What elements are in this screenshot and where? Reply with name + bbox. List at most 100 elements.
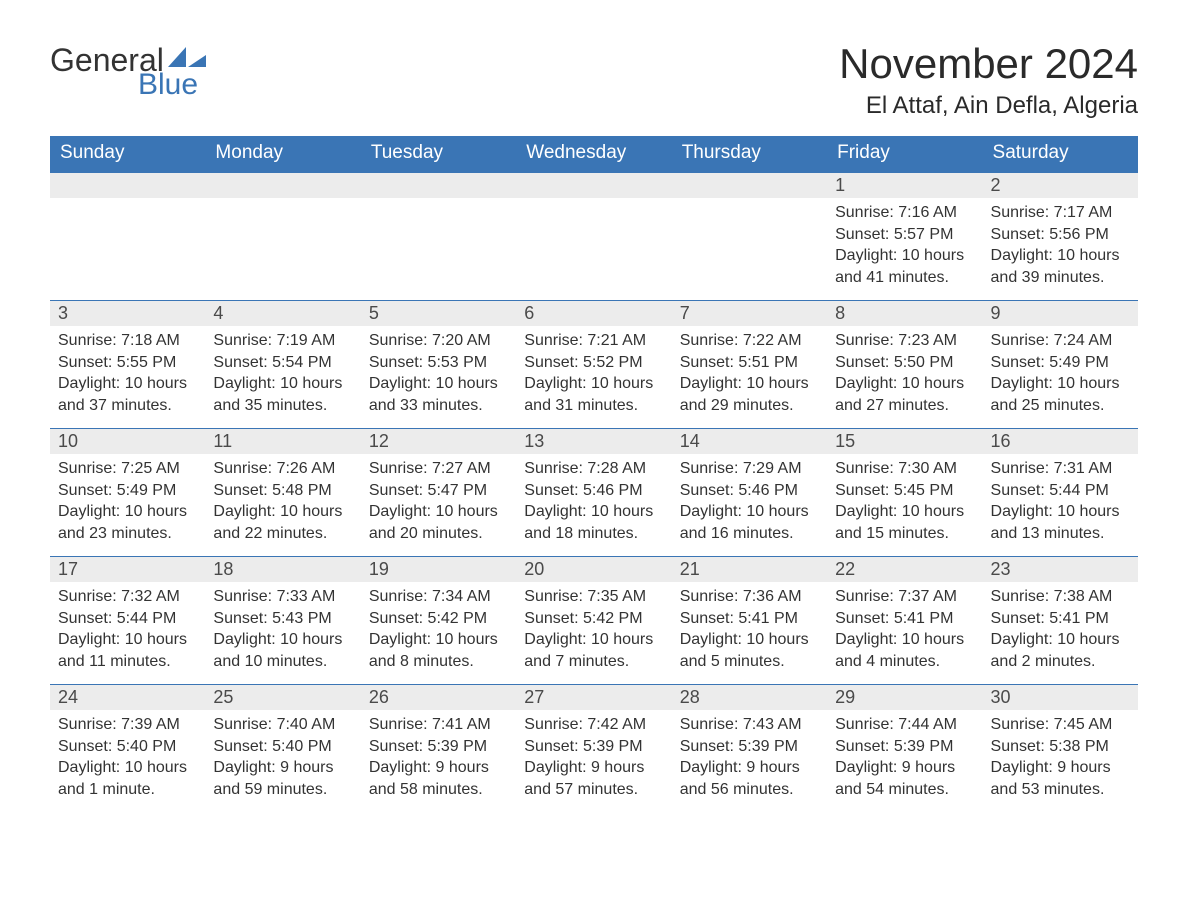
daylight-line: Daylight: 10 hours and 18 minutes. (524, 501, 663, 544)
sunrise-line: Sunrise: 7:25 AM (58, 458, 197, 480)
daylight-line: Daylight: 10 hours and 41 minutes. (835, 245, 974, 288)
calendar-day-cell: 7Sunrise: 7:22 AMSunset: 5:51 PMDaylight… (672, 300, 827, 428)
day-body: Sunrise: 7:43 AMSunset: 5:39 PMDaylight:… (672, 710, 827, 806)
sunset-line: Sunset: 5:41 PM (991, 608, 1130, 630)
sunset-line: Sunset: 5:57 PM (835, 224, 974, 246)
calendar-week-row: 3Sunrise: 7:18 AMSunset: 5:55 PMDaylight… (50, 300, 1138, 428)
weekday-header: Tuesday (361, 136, 516, 172)
sunset-line: Sunset: 5:54 PM (213, 352, 352, 374)
day-number: 28 (672, 684, 827, 710)
title-block: November 2024 El Attaf, Ain Defla, Alger… (839, 40, 1138, 130)
sunset-line: Sunset: 5:39 PM (680, 736, 819, 758)
day-body: Sunrise: 7:23 AMSunset: 5:50 PMDaylight:… (827, 326, 982, 422)
weekday-header: Wednesday (516, 136, 671, 172)
day-number: 14 (672, 428, 827, 454)
day-number: 26 (361, 684, 516, 710)
sunset-line: Sunset: 5:44 PM (991, 480, 1130, 502)
weekday-header: Saturday (983, 136, 1138, 172)
daylight-line: Daylight: 10 hours and 1 minute. (58, 757, 197, 800)
sunrise-line: Sunrise: 7:38 AM (991, 586, 1130, 608)
daylight-line: Daylight: 10 hours and 22 minutes. (213, 501, 352, 544)
calendar-day-cell: 1Sunrise: 7:16 AMSunset: 5:57 PMDaylight… (827, 172, 982, 300)
daylight-line: Daylight: 10 hours and 20 minutes. (369, 501, 508, 544)
sunrise-line: Sunrise: 7:43 AM (680, 714, 819, 736)
day-body: Sunrise: 7:27 AMSunset: 5:47 PMDaylight:… (361, 454, 516, 550)
day-body: Sunrise: 7:25 AMSunset: 5:49 PMDaylight:… (50, 454, 205, 550)
sunrise-line: Sunrise: 7:19 AM (213, 330, 352, 352)
sunset-line: Sunset: 5:38 PM (991, 736, 1130, 758)
day-number: 7 (672, 300, 827, 326)
sunset-line: Sunset: 5:49 PM (991, 352, 1130, 374)
sunrise-line: Sunrise: 7:34 AM (369, 586, 508, 608)
day-body: Sunrise: 7:33 AMSunset: 5:43 PMDaylight:… (205, 582, 360, 678)
sunset-line: Sunset: 5:39 PM (369, 736, 508, 758)
calendar-day-cell: 25Sunrise: 7:40 AMSunset: 5:40 PMDayligh… (205, 684, 360, 812)
weekday-header-row: SundayMondayTuesdayWednesdayThursdayFrid… (50, 136, 1138, 172)
sunset-line: Sunset: 5:43 PM (213, 608, 352, 630)
day-body: Sunrise: 7:26 AMSunset: 5:48 PMDaylight:… (205, 454, 360, 550)
logo: General Blue (50, 40, 206, 100)
calendar-day-cell: 19Sunrise: 7:34 AMSunset: 5:42 PMDayligh… (361, 556, 516, 684)
day-number: 2 (983, 172, 1138, 198)
daylight-line: Daylight: 10 hours and 35 minutes. (213, 373, 352, 416)
day-body: Sunrise: 7:31 AMSunset: 5:44 PMDaylight:… (983, 454, 1138, 550)
calendar-week-row: 10Sunrise: 7:25 AMSunset: 5:49 PMDayligh… (50, 428, 1138, 556)
calendar-day-cell: 30Sunrise: 7:45 AMSunset: 5:38 PMDayligh… (983, 684, 1138, 812)
day-number: 13 (516, 428, 671, 454)
day-number: 9 (983, 300, 1138, 326)
calendar-day-cell: 20Sunrise: 7:35 AMSunset: 5:42 PMDayligh… (516, 556, 671, 684)
day-number: 3 (50, 300, 205, 326)
daylight-line: Daylight: 9 hours and 56 minutes. (680, 757, 819, 800)
day-body: Sunrise: 7:18 AMSunset: 5:55 PMDaylight:… (50, 326, 205, 422)
daylight-line: Daylight: 9 hours and 58 minutes. (369, 757, 508, 800)
sunrise-line: Sunrise: 7:42 AM (524, 714, 663, 736)
calendar-day-cell: 5Sunrise: 7:20 AMSunset: 5:53 PMDaylight… (361, 300, 516, 428)
calendar-day-cell: 24Sunrise: 7:39 AMSunset: 5:40 PMDayligh… (50, 684, 205, 812)
calendar-week-row: 1Sunrise: 7:16 AMSunset: 5:57 PMDaylight… (50, 172, 1138, 300)
daylight-line: Daylight: 10 hours and 31 minutes. (524, 373, 663, 416)
calendar-day-cell: 12Sunrise: 7:27 AMSunset: 5:47 PMDayligh… (361, 428, 516, 556)
sunset-line: Sunset: 5:44 PM (58, 608, 197, 630)
sunset-line: Sunset: 5:40 PM (58, 736, 197, 758)
sunset-line: Sunset: 5:50 PM (835, 352, 974, 374)
sunrise-line: Sunrise: 7:22 AM (680, 330, 819, 352)
sunset-line: Sunset: 5:49 PM (58, 480, 197, 502)
calendar-day-cell: 26Sunrise: 7:41 AMSunset: 5:39 PMDayligh… (361, 684, 516, 812)
day-body: Sunrise: 7:22 AMSunset: 5:51 PMDaylight:… (672, 326, 827, 422)
calendar-empty-cell (361, 172, 516, 300)
sunset-line: Sunset: 5:47 PM (369, 480, 508, 502)
day-body: Sunrise: 7:41 AMSunset: 5:39 PMDaylight:… (361, 710, 516, 806)
sunset-line: Sunset: 5:51 PM (680, 352, 819, 374)
calendar-empty-cell (50, 172, 205, 300)
daylight-line: Daylight: 10 hours and 5 minutes. (680, 629, 819, 672)
sunrise-line: Sunrise: 7:32 AM (58, 586, 197, 608)
day-number: 23 (983, 556, 1138, 582)
day-number: 30 (983, 684, 1138, 710)
calendar-day-cell: 18Sunrise: 7:33 AMSunset: 5:43 PMDayligh… (205, 556, 360, 684)
day-number: 18 (205, 556, 360, 582)
calendar-day-cell: 13Sunrise: 7:28 AMSunset: 5:46 PMDayligh… (516, 428, 671, 556)
sunrise-line: Sunrise: 7:24 AM (991, 330, 1130, 352)
day-number: 10 (50, 428, 205, 454)
sunrise-line: Sunrise: 7:18 AM (58, 330, 197, 352)
sunset-line: Sunset: 5:39 PM (835, 736, 974, 758)
daylight-line: Daylight: 9 hours and 54 minutes. (835, 757, 974, 800)
sunrise-line: Sunrise: 7:28 AM (524, 458, 663, 480)
daylight-line: Daylight: 10 hours and 10 minutes. (213, 629, 352, 672)
sunset-line: Sunset: 5:52 PM (524, 352, 663, 374)
day-body: Sunrise: 7:34 AMSunset: 5:42 PMDaylight:… (361, 582, 516, 678)
calendar-day-cell: 2Sunrise: 7:17 AMSunset: 5:56 PMDaylight… (983, 172, 1138, 300)
sunrise-line: Sunrise: 7:31 AM (991, 458, 1130, 480)
calendar-day-cell: 9Sunrise: 7:24 AMSunset: 5:49 PMDaylight… (983, 300, 1138, 428)
calendar-body: 1Sunrise: 7:16 AMSunset: 5:57 PMDaylight… (50, 172, 1138, 812)
calendar-week-row: 24Sunrise: 7:39 AMSunset: 5:40 PMDayligh… (50, 684, 1138, 812)
calendar-day-cell: 11Sunrise: 7:26 AMSunset: 5:48 PMDayligh… (205, 428, 360, 556)
day-body: Sunrise: 7:16 AMSunset: 5:57 PMDaylight:… (827, 198, 982, 294)
sunset-line: Sunset: 5:56 PM (991, 224, 1130, 246)
calendar-day-cell: 8Sunrise: 7:23 AMSunset: 5:50 PMDaylight… (827, 300, 982, 428)
sunrise-line: Sunrise: 7:39 AM (58, 714, 197, 736)
daylight-line: Daylight: 10 hours and 2 minutes. (991, 629, 1130, 672)
day-number: 29 (827, 684, 982, 710)
day-body: Sunrise: 7:21 AMSunset: 5:52 PMDaylight:… (516, 326, 671, 422)
weekday-header: Monday (205, 136, 360, 172)
